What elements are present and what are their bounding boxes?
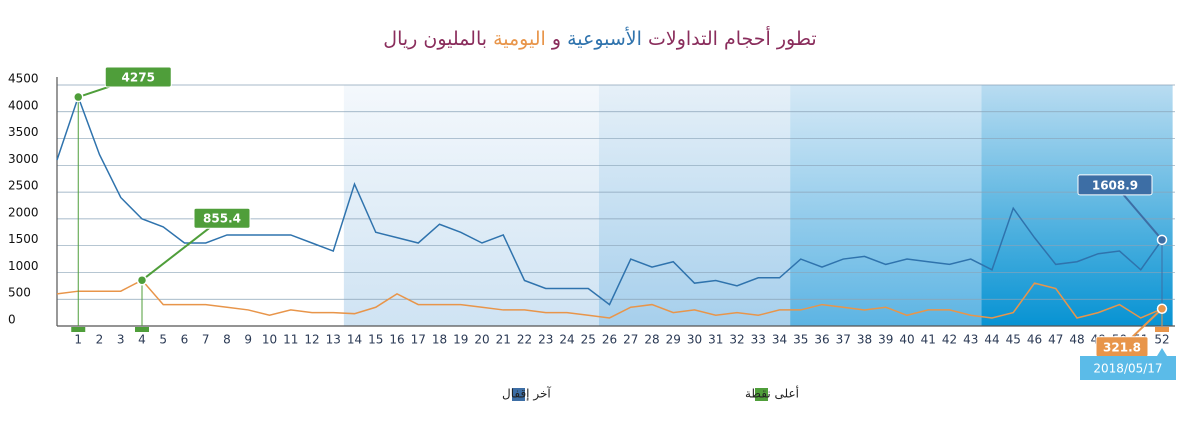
date-box bbox=[1080, 356, 1176, 380]
point-marker bbox=[73, 91, 84, 103]
annotation-label: 321.8 bbox=[1103, 340, 1141, 354]
date-pointer bbox=[1157, 348, 1167, 356]
data-line bbox=[56, 279, 1163, 319]
x-tick-label: 33 bbox=[751, 333, 766, 347]
x-tick-label: 19 bbox=[453, 333, 468, 347]
x-tick-label: 38 bbox=[857, 333, 872, 347]
background-band bbox=[981, 85, 1173, 326]
y-tick-label: 0 bbox=[8, 313, 16, 327]
point-marker bbox=[1156, 303, 1168, 315]
x-tick-label: 46 bbox=[1027, 333, 1042, 347]
category-marker bbox=[1155, 327, 1169, 332]
x-tick-label: 4 bbox=[138, 333, 146, 347]
x-tick-label: 37 bbox=[836, 333, 851, 347]
x-tick-label: 45 bbox=[1006, 333, 1021, 347]
x-tick-label: 26 bbox=[602, 333, 617, 347]
x-tick-label: 6 bbox=[181, 333, 189, 347]
x-tick-label: 9 bbox=[244, 333, 252, 347]
annotation-box bbox=[193, 207, 251, 229]
x-tick-label: 18 bbox=[432, 333, 447, 347]
annotation-label: 855.4 bbox=[203, 212, 241, 226]
legend-swatch bbox=[755, 388, 768, 401]
x-tick-label: 11 bbox=[283, 333, 298, 347]
category-marker bbox=[71, 327, 86, 332]
x-tick-label: 8 bbox=[223, 333, 231, 347]
x-tick-label: 31 bbox=[708, 333, 723, 347]
x-tick-label: 32 bbox=[729, 333, 744, 347]
annotation-label: 4275 bbox=[122, 71, 155, 85]
x-tick-label: 22 bbox=[517, 333, 532, 347]
x-tick-label: 34 bbox=[772, 333, 787, 347]
x-tick-label: 28 bbox=[644, 333, 659, 347]
x-tick-label: 15 bbox=[368, 333, 383, 347]
x-tick-label: 30 bbox=[687, 333, 702, 347]
y-tick-label: 500 bbox=[8, 286, 31, 300]
x-tick-label: 43 bbox=[963, 333, 978, 347]
x-tick-label: 27 bbox=[623, 333, 638, 347]
x-tick-label: 2 bbox=[96, 333, 104, 347]
x-tick-label: 25 bbox=[581, 333, 596, 347]
legend-label: آخر إقفال bbox=[502, 386, 551, 402]
point-marker bbox=[1156, 234, 1168, 246]
legend-swatch bbox=[512, 388, 525, 401]
x-tick-label: 7 bbox=[202, 333, 210, 347]
x-tick-label: 14 bbox=[347, 333, 362, 347]
data-line bbox=[56, 94, 1163, 306]
x-tick-label: 39 bbox=[878, 333, 893, 347]
date-label: 2018/05/17 bbox=[1093, 362, 1162, 376]
background-band bbox=[598, 85, 791, 326]
title-part: اليومية bbox=[493, 28, 546, 50]
x-tick-label: 42 bbox=[942, 333, 957, 347]
x-tick-label: 44 bbox=[984, 333, 999, 347]
x-tick-label: 52 bbox=[1154, 333, 1169, 347]
x-tick-label: 23 bbox=[538, 333, 553, 347]
y-tick-label: 4000 bbox=[8, 98, 39, 112]
x-tick-label: 41 bbox=[921, 333, 936, 347]
annotation-box bbox=[104, 66, 172, 88]
annotation-box bbox=[1077, 174, 1153, 196]
y-tick-label: 1000 bbox=[8, 259, 39, 273]
y-tick-label: 2000 bbox=[8, 205, 39, 219]
x-tick-label: 3 bbox=[117, 333, 125, 347]
y-tick-label: 3000 bbox=[8, 152, 39, 166]
x-tick-label: 12 bbox=[304, 333, 319, 347]
x-tick-label: 17 bbox=[411, 333, 426, 347]
x-tick-label: 21 bbox=[496, 333, 511, 347]
x-tick-label: 5 bbox=[159, 333, 167, 347]
title-part: الأسبوعية bbox=[567, 28, 642, 50]
y-tick-label: 1500 bbox=[8, 232, 39, 246]
y-tick-label: 3500 bbox=[8, 125, 39, 139]
point-marker bbox=[136, 274, 148, 286]
background-band bbox=[790, 85, 982, 326]
background-band bbox=[343, 85, 599, 326]
x-tick-label: 1 bbox=[74, 333, 82, 347]
x-tick-label: 47 bbox=[1048, 333, 1063, 347]
annotation-label: 1608.9 bbox=[1092, 178, 1138, 192]
title-part: تطور أحجام التداولات bbox=[647, 28, 817, 50]
x-tick-label: 10 bbox=[262, 333, 277, 347]
x-tick-label: 13 bbox=[326, 333, 341, 347]
y-tick-label: 4500 bbox=[8, 72, 39, 86]
y-tick-label: 2500 bbox=[8, 179, 39, 193]
x-tick-label: 36 bbox=[814, 333, 829, 347]
x-tick-label: 40 bbox=[899, 333, 914, 347]
x-tick-label: 35 bbox=[793, 333, 808, 347]
x-tick-label: 48 bbox=[1069, 333, 1084, 347]
x-tick-label: 16 bbox=[389, 333, 404, 347]
title-part: بالمليون ريال bbox=[383, 28, 488, 50]
title-part: و bbox=[551, 28, 562, 50]
chart-title: تطور أحجام التداولات الأسبوعية و اليومية… bbox=[0, 28, 1200, 50]
x-tick-label: 20 bbox=[474, 333, 489, 347]
legend-label: أعلى نقطة bbox=[745, 386, 799, 401]
x-tick-label: 24 bbox=[559, 333, 574, 347]
x-tick-label: 29 bbox=[666, 333, 681, 347]
category-marker bbox=[135, 327, 149, 332]
